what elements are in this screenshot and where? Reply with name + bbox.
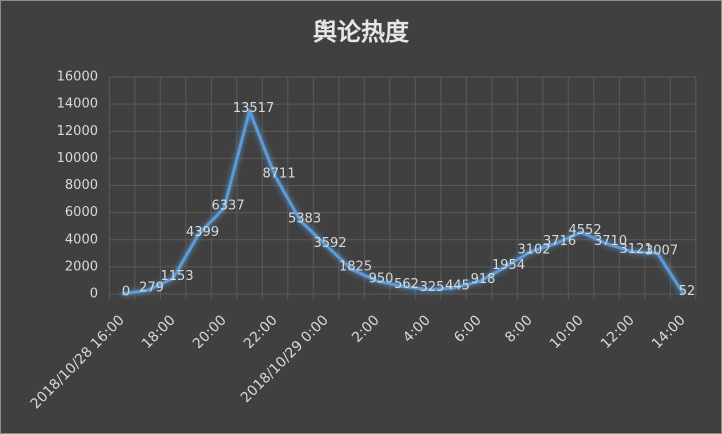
data-label: 3716 bbox=[543, 234, 576, 249]
y-tick-label: 16000 bbox=[57, 70, 98, 85]
data-label: 1153 bbox=[161, 269, 194, 284]
y-tick-label: 4000 bbox=[65, 232, 98, 247]
data-label: 0 bbox=[122, 285, 130, 300]
chart-title: 舆论热度 bbox=[313, 18, 410, 46]
data-label: 918 bbox=[471, 272, 496, 287]
y-tick-label: 0 bbox=[90, 287, 98, 302]
y-tick-label: 14000 bbox=[57, 97, 98, 112]
data-label: 3007 bbox=[645, 244, 678, 259]
data-label: 3710 bbox=[594, 234, 627, 249]
data-label: 325 bbox=[420, 280, 445, 295]
data-label: 3592 bbox=[314, 236, 347, 251]
y-tick-label: 10000 bbox=[57, 151, 98, 166]
y-tick-label: 12000 bbox=[57, 124, 98, 139]
y-tick-label: 2000 bbox=[65, 259, 98, 274]
data-label: 4552 bbox=[569, 223, 602, 238]
data-label: 445 bbox=[445, 278, 470, 293]
data-label: 5383 bbox=[288, 211, 321, 226]
y-tick-label: 8000 bbox=[65, 178, 98, 193]
y-tick-label: 6000 bbox=[65, 205, 98, 220]
data-label: 3121 bbox=[620, 242, 653, 257]
data-label: 13517 bbox=[233, 101, 274, 116]
data-label: 950 bbox=[369, 272, 394, 287]
data-label: 562 bbox=[394, 277, 419, 292]
data-label: 8711 bbox=[263, 166, 296, 181]
data-label: 1825 bbox=[339, 260, 372, 275]
data-label: 3102 bbox=[518, 242, 551, 257]
data-label: 52 bbox=[679, 284, 696, 299]
line bbox=[121, 109, 685, 296]
data-label: 279 bbox=[139, 281, 164, 296]
data-label: 6337 bbox=[212, 199, 245, 214]
data-label: 4399 bbox=[186, 225, 219, 240]
data-label: 1954 bbox=[492, 258, 525, 273]
